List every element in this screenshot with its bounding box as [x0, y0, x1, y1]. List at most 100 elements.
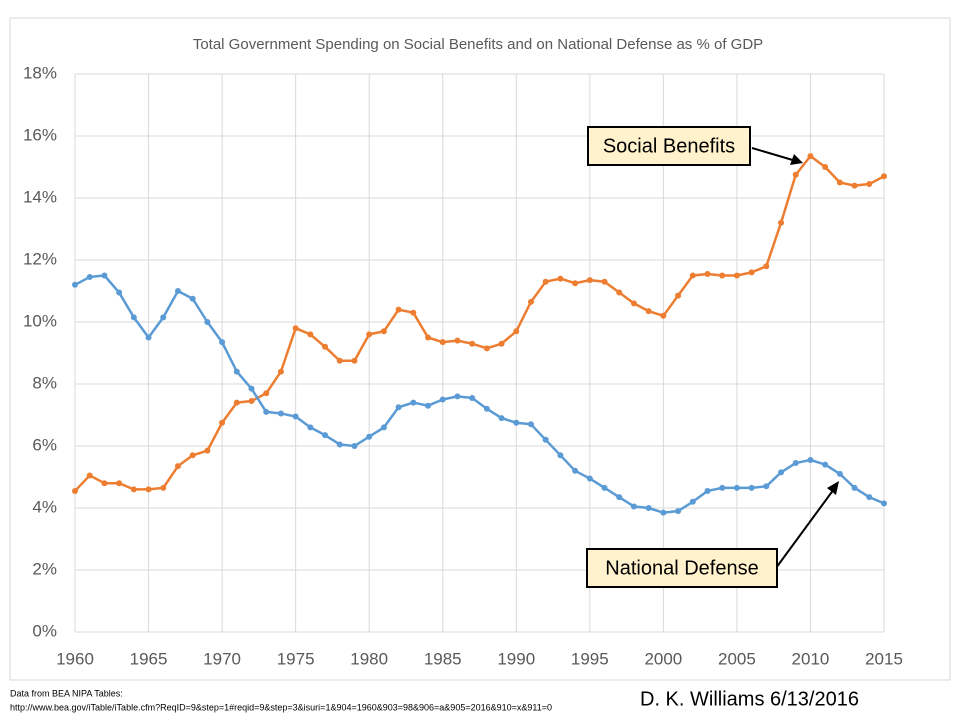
data-point [630, 300, 637, 307]
arrow [751, 147, 797, 162]
data-point [866, 494, 873, 501]
y-tick-label: 6% [32, 435, 57, 454]
data-point [689, 498, 696, 505]
data-point [469, 394, 476, 401]
data-point [380, 328, 387, 335]
x-tick-label: 2000 [644, 649, 682, 668]
annotation-box [586, 548, 778, 588]
arrow-head [790, 154, 803, 165]
y-tick-label: 12% [23, 249, 57, 268]
data-point [645, 505, 652, 511]
data-point [145, 334, 152, 341]
data-point [851, 182, 858, 189]
data-point [336, 357, 343, 364]
data-point [469, 340, 476, 347]
x-tick-label: 2015 [865, 649, 903, 668]
data-point [101, 480, 108, 487]
data-point [601, 278, 608, 285]
data-point [733, 484, 740, 491]
data-point [410, 399, 417, 406]
data-point [675, 508, 682, 515]
data-point [219, 419, 226, 426]
data-point [454, 337, 461, 344]
data-point [704, 270, 711, 277]
y-tick-label: 2% [32, 559, 57, 578]
data-point [807, 153, 814, 160]
plot-area: 0% 2% 4% 6% 8% 10% 12% 14% 16% 18% 1960 1965 1970 197… [23, 63, 903, 668]
data-point [174, 288, 181, 294]
x-tick-label: 1960 [56, 649, 94, 668]
data-point [380, 424, 387, 431]
data-point [351, 357, 358, 364]
annotation-label: Social Benefits [603, 135, 735, 157]
y-tick-label: 10% [23, 311, 57, 330]
y-tick-label: 18% [23, 63, 57, 82]
data-point [527, 421, 534, 428]
data-point [189, 452, 196, 459]
data-point [778, 469, 785, 476]
data-point [483, 405, 490, 412]
data-point [145, 486, 152, 493]
y-tick-label: 4% [32, 497, 57, 516]
data-point [601, 484, 608, 491]
data-point [263, 408, 270, 415]
data-point [498, 415, 505, 422]
data-point [174, 463, 181, 470]
data-point [307, 331, 314, 338]
data-point [542, 436, 549, 443]
y-tick-label: 0% [32, 621, 57, 640]
data-point [822, 461, 829, 468]
data-point [645, 308, 652, 315]
data-point [72, 281, 78, 288]
x-tick-label: 1995 [571, 649, 609, 668]
data-point [704, 487, 711, 494]
data-point [792, 171, 799, 178]
data-point [660, 509, 667, 516]
data-point [733, 272, 740, 279]
data-point [351, 443, 358, 449]
data-point [101, 272, 108, 279]
source-url: http://www.bea.gov/iTable/iTable.cfm?Req… [10, 702, 552, 712]
data-point [586, 475, 593, 482]
data-point [410, 309, 417, 316]
data-point [483, 345, 490, 352]
data-point [72, 487, 78, 494]
data-point [336, 441, 343, 448]
data-point [763, 483, 770, 490]
data-point [160, 314, 167, 321]
data-point [778, 219, 785, 226]
annotation-box [587, 126, 751, 166]
data-point [116, 289, 123, 296]
data-point [513, 328, 520, 335]
data-point [277, 410, 284, 417]
data-point [130, 314, 137, 321]
data-point [836, 470, 843, 477]
data-point [822, 164, 829, 170]
source-note: Data from BEA NIPA Tables: [10, 688, 123, 698]
data-point [277, 368, 284, 375]
data-point [807, 456, 814, 463]
author: D. K. Williams 6/13/2016 [640, 688, 859, 710]
x-tick-label: 1975 [277, 649, 315, 668]
data-point [557, 275, 564, 282]
data-point [719, 272, 726, 279]
data-point [513, 419, 520, 426]
data-point [616, 289, 623, 296]
data-point [439, 339, 446, 346]
data-point [130, 486, 137, 493]
data-point [881, 500, 887, 507]
data-point [366, 331, 373, 338]
data-point [292, 325, 299, 332]
arrow [775, 488, 835, 569]
data-point [322, 432, 329, 439]
chart-title: Total Government Spending on Social Bene… [193, 36, 763, 53]
data-point [204, 447, 211, 454]
x-tick-label: 1985 [424, 649, 462, 668]
data-point [454, 393, 461, 400]
data-point [189, 295, 196, 302]
data-point [557, 452, 564, 459]
data-point [630, 503, 637, 510]
data-point [689, 272, 696, 279]
data-point [586, 277, 593, 284]
data-point [498, 340, 505, 347]
